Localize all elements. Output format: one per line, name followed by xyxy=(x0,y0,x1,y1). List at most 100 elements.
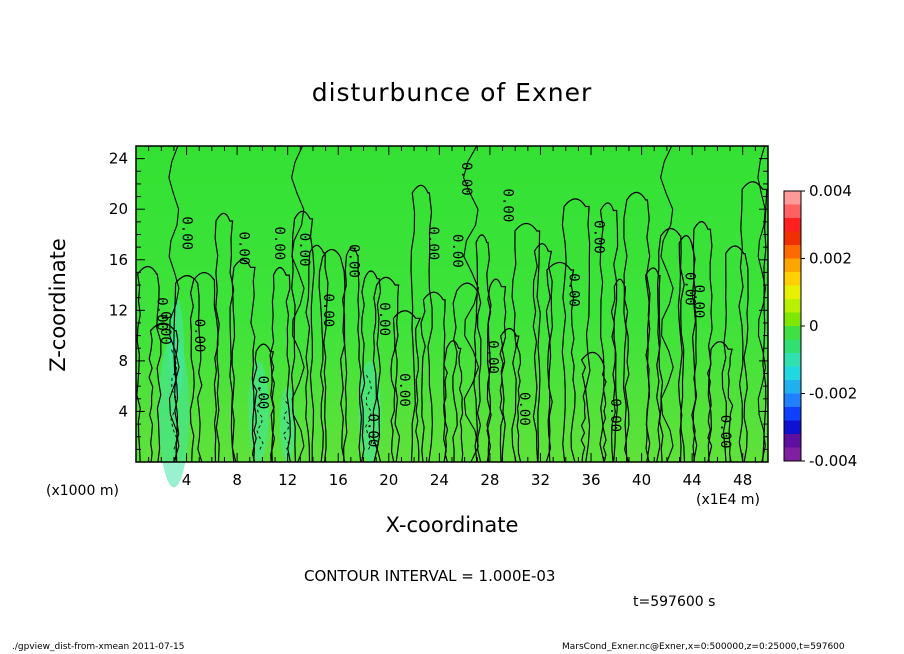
colorbar-segment xyxy=(784,366,801,381)
contour-label: 0.00 xyxy=(591,220,607,254)
contour-line xyxy=(691,221,713,462)
contour-label: 0.00 xyxy=(607,398,623,432)
colorbar-segment xyxy=(784,407,801,421)
contour-label: 0.00 xyxy=(271,226,287,260)
contour-label: 0.00 xyxy=(717,415,733,449)
colorbar-segment xyxy=(784,299,801,313)
contour-line xyxy=(168,146,180,462)
colorbar-segment xyxy=(784,191,801,205)
contour-line-negative xyxy=(282,398,291,450)
contour-line xyxy=(148,322,180,462)
y-tick-label: 8 xyxy=(118,352,128,370)
colorbar-tick-label: 0 xyxy=(809,317,819,335)
contour-line xyxy=(189,271,219,462)
contour-label: 0.00 xyxy=(690,285,706,319)
chart-title: disturbunce of Exner xyxy=(311,78,593,107)
contour-line xyxy=(269,266,291,462)
x-tick-label: 48 xyxy=(733,471,752,489)
contour-line xyxy=(473,234,492,462)
contour-line xyxy=(545,261,576,462)
x-tick-label: 12 xyxy=(278,471,297,489)
y-tick-label: 16 xyxy=(109,251,128,269)
contour-line xyxy=(511,222,541,462)
y-tick-label: 4 xyxy=(118,402,128,420)
contour-line xyxy=(318,248,346,462)
contour-label: 0.00 xyxy=(191,319,207,353)
footer-right: MarsCond_Exner.nc@Exner,x=0:500000,z=0:2… xyxy=(562,642,845,652)
contour-line xyxy=(561,198,591,462)
y-tick-label: 24 xyxy=(109,150,128,168)
colorbar-segment xyxy=(784,312,801,327)
colorbar-segment xyxy=(784,339,801,354)
contour-label: 0.00 xyxy=(320,293,336,327)
colorbar-segment xyxy=(784,326,801,340)
contour-label: 0.00 xyxy=(500,189,516,223)
contour-line xyxy=(452,282,482,462)
contour-line xyxy=(305,244,329,462)
contour-line xyxy=(721,245,749,462)
contour-line xyxy=(622,191,651,462)
field-blob xyxy=(168,297,185,399)
colorbar-tick-label: 0.002 xyxy=(809,250,852,268)
contour-line xyxy=(677,235,697,462)
contour-line xyxy=(410,184,434,462)
colorbar-segment xyxy=(784,245,801,259)
colorbar-segment xyxy=(784,447,801,462)
contour-label: 0.00 xyxy=(364,414,380,448)
contour-line xyxy=(341,247,363,462)
x-tick-label: 4 xyxy=(182,471,192,489)
x-tick-label: 36 xyxy=(581,471,600,489)
contour-line xyxy=(610,278,630,462)
contour-label: 0.00 xyxy=(682,272,698,306)
colorbar-segment xyxy=(784,380,801,394)
colorbar-tick-label: -0.002 xyxy=(809,385,857,403)
x-tick-label: 28 xyxy=(480,471,499,489)
contour-line xyxy=(136,265,162,462)
contour-line xyxy=(291,146,305,462)
time-label: t=597600 s xyxy=(633,594,716,610)
colorbar-segment xyxy=(784,393,801,408)
contour-line xyxy=(644,267,664,462)
contour-label: 0.00 xyxy=(396,373,412,407)
contour-label: 0.00 xyxy=(376,302,392,336)
contour-label: 0.00 xyxy=(157,311,173,345)
x-tick-label: 32 xyxy=(531,471,550,489)
contour-label: 0.00 xyxy=(425,226,441,260)
y-tick-label: 20 xyxy=(109,200,128,218)
contour-line xyxy=(360,270,382,462)
colorbar-segment xyxy=(784,218,801,232)
x-ticks: 4 8 12 16 20 24 28 32 36 40 44 48 xyxy=(148,146,756,489)
contour-line xyxy=(599,202,619,462)
contour-label: 0.00 xyxy=(565,273,581,307)
x-tick-label: 40 xyxy=(632,471,651,489)
colorbar-segment xyxy=(784,434,801,448)
colorbar-segment xyxy=(784,272,801,286)
contour-lines xyxy=(136,146,768,462)
contour-line-negative xyxy=(256,385,264,450)
contour-line xyxy=(251,343,276,462)
x-unit-right: (x1E4 m) xyxy=(696,492,760,508)
x-tick-label: 8 xyxy=(232,471,242,489)
colorbar-segment xyxy=(784,258,801,273)
contour-label: 0.00 xyxy=(516,392,532,426)
colorbar-tick-label: 0.004 xyxy=(809,182,852,200)
colorbar-segment xyxy=(784,231,801,246)
x-tick-label: 44 xyxy=(683,471,702,489)
contour-label: 0.00 xyxy=(345,244,361,278)
x-axis-label: X-coordinate xyxy=(385,513,519,537)
contour-label: 0.00 xyxy=(254,376,270,410)
field-blob xyxy=(280,386,296,462)
contour-line xyxy=(757,146,767,462)
contour-line xyxy=(390,310,422,462)
colorbar-segment xyxy=(784,420,801,435)
colorbar: 0.004 0.002 0 -0.002 -0.004 xyxy=(783,182,857,470)
x-tick-label: 24 xyxy=(430,471,449,489)
contour-line-negative xyxy=(365,373,373,450)
y-ticks: 4 8 12 16 20 24 xyxy=(109,150,768,450)
contour-label: 0.00 xyxy=(449,234,465,268)
heatmap-field xyxy=(136,146,768,488)
contour-line xyxy=(660,146,674,462)
contour-label: 0.00 xyxy=(296,233,312,267)
contour-line xyxy=(214,212,235,462)
contour-line xyxy=(420,291,447,462)
